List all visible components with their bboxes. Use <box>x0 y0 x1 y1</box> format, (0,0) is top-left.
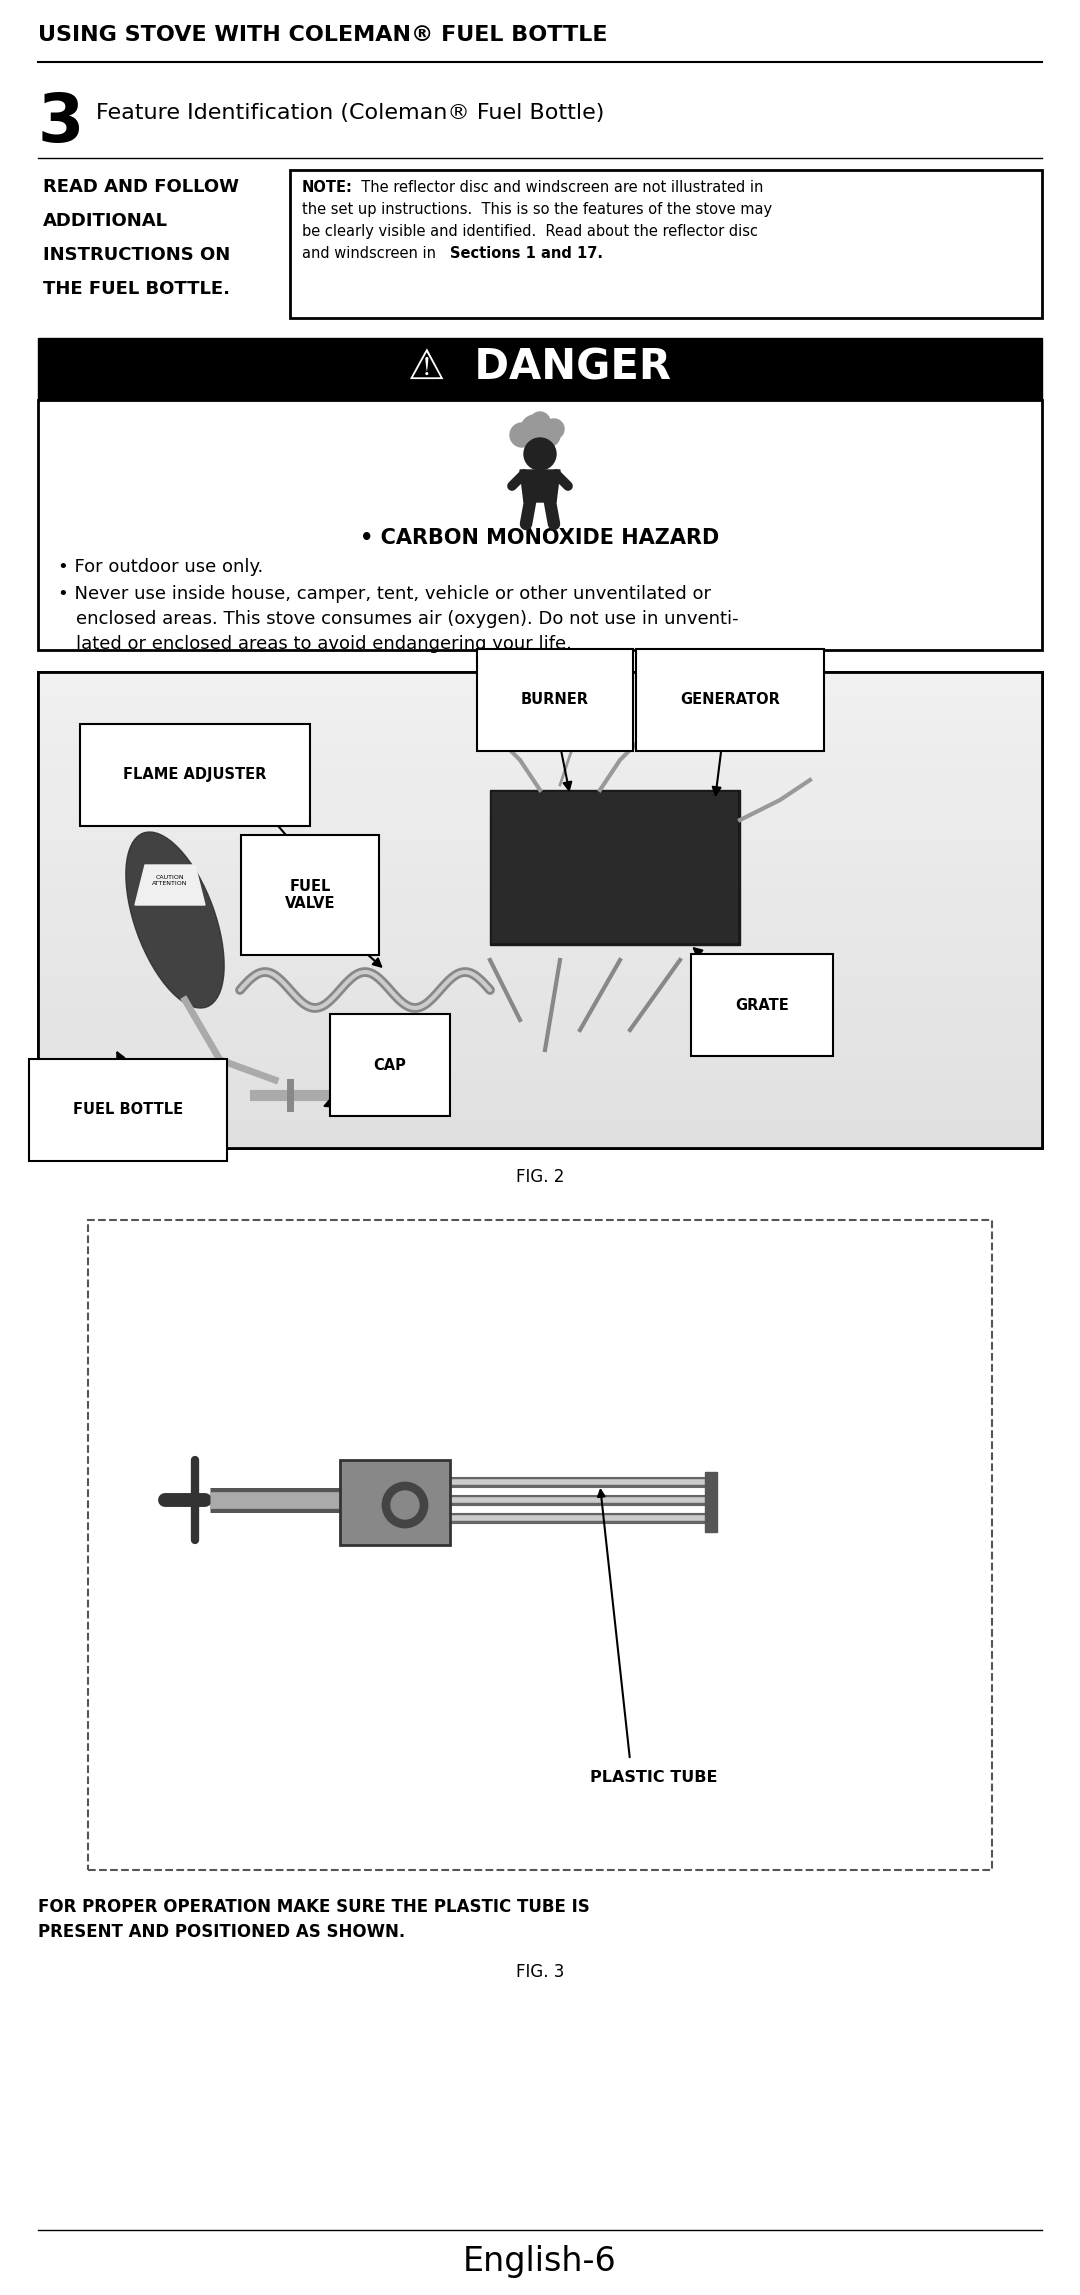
Text: GRATE: GRATE <box>735 998 788 1012</box>
Bar <box>38 1099 1042 1125</box>
Text: enclosed areas. This stove consumes air (oxygen). Do not use in unventi-: enclosed areas. This stove consumes air … <box>76 610 739 629</box>
Circle shape <box>521 415 549 443</box>
Bar <box>38 1005 1042 1028</box>
Text: FUEL
VALVE: FUEL VALVE <box>285 879 335 911</box>
Text: THE FUEL BOTTLE.: THE FUEL BOTTLE. <box>43 280 230 298</box>
Text: Feature Identification (Coleman® Fuel Bottle): Feature Identification (Coleman® Fuel Bo… <box>96 103 605 124</box>
Bar <box>38 672 1042 1148</box>
Text: READ AND FOLLOW: READ AND FOLLOW <box>43 179 239 195</box>
Bar <box>38 767 1042 792</box>
Bar <box>38 838 1042 863</box>
Text: FOR PROPER OPERATION MAKE SURE THE PLASTIC TUBE IS
PRESENT AND POSITIONED AS SHO: FOR PROPER OPERATION MAKE SURE THE PLAST… <box>38 1898 590 1942</box>
Bar <box>38 863 1042 886</box>
Text: USING STOVE WITH COLEMAN® FUEL BOTTLE: USING STOVE WITH COLEMAN® FUEL BOTTLE <box>38 25 607 46</box>
Text: CAP: CAP <box>374 1058 406 1072</box>
Text: The reflector disc and windscreen are not illustrated in: The reflector disc and windscreen are no… <box>352 179 764 195</box>
Bar <box>490 789 740 946</box>
Bar <box>87 1221 993 1870</box>
Polygon shape <box>519 470 561 503</box>
Bar <box>291 170 1042 319</box>
Bar <box>38 886 1042 911</box>
Text: FUEL BOTTLE: FUEL BOTTLE <box>73 1102 184 1118</box>
Text: ADDITIONAL: ADDITIONAL <box>43 211 168 230</box>
Circle shape <box>536 422 561 448</box>
Text: PLASTIC TUBE: PLASTIC TUBE <box>590 1769 717 1786</box>
Bar <box>705 1471 717 1533</box>
Text: FLAME ADJUSTER: FLAME ADJUSTER <box>123 767 267 783</box>
Text: and windscreen in: and windscreen in <box>302 246 441 262</box>
Polygon shape <box>135 865 205 904</box>
Circle shape <box>510 422 534 448</box>
Bar <box>38 1076 1042 1099</box>
Text: Sections 1 and 17.: Sections 1 and 17. <box>450 246 603 262</box>
Bar <box>38 744 1042 767</box>
Text: NOTE:: NOTE: <box>302 179 353 195</box>
Bar <box>38 337 1042 399</box>
Bar <box>38 1125 1042 1148</box>
Bar <box>38 399 1042 649</box>
Bar <box>38 957 1042 982</box>
Bar <box>38 934 1042 957</box>
Circle shape <box>524 438 556 470</box>
Text: • CARBON MONOXIDE HAZARD: • CARBON MONOXIDE HAZARD <box>361 528 719 549</box>
Bar <box>38 792 1042 815</box>
Text: GENERATOR: GENERATOR <box>680 693 780 707</box>
Circle shape <box>383 1483 427 1526</box>
Bar <box>38 721 1042 744</box>
Circle shape <box>391 1492 419 1519</box>
Bar <box>38 911 1042 934</box>
Text: 3: 3 <box>38 90 84 156</box>
Text: be clearly visible and identified.  Read about the reflector disc: be clearly visible and identified. Read … <box>302 225 758 239</box>
Bar <box>38 672 1042 695</box>
Ellipse shape <box>126 833 225 1008</box>
Bar <box>38 815 1042 838</box>
Text: FIG. 2: FIG. 2 <box>516 1168 564 1187</box>
Bar <box>38 982 1042 1005</box>
Circle shape <box>530 413 550 431</box>
Text: English-6: English-6 <box>463 2245 617 2279</box>
Text: lated or enclosed areas to avoid endangering your life.: lated or enclosed areas to avoid endange… <box>76 636 572 654</box>
Text: • For outdoor use only.: • For outdoor use only. <box>58 558 264 576</box>
Bar <box>38 1053 1042 1076</box>
Text: • Never use inside house, camper, tent, vehicle or other unventilated or: • Never use inside house, camper, tent, … <box>58 585 711 604</box>
Text: INSTRUCTIONS ON: INSTRUCTIONS ON <box>43 246 230 264</box>
Text: the set up instructions.  This is so the features of the stove may: the set up instructions. This is so the … <box>302 202 772 218</box>
Text: FIG. 3: FIG. 3 <box>516 1962 564 1981</box>
Bar <box>38 1028 1042 1053</box>
Text: BURNER: BURNER <box>521 693 589 707</box>
Bar <box>340 1460 450 1545</box>
Bar <box>492 792 738 943</box>
Text: ⚠  DANGER: ⚠ DANGER <box>408 347 672 388</box>
Bar <box>38 695 1042 721</box>
Bar <box>38 672 1042 1148</box>
Text: CAUTION
ATTENTION: CAUTION ATTENTION <box>152 874 188 886</box>
Circle shape <box>544 420 564 438</box>
